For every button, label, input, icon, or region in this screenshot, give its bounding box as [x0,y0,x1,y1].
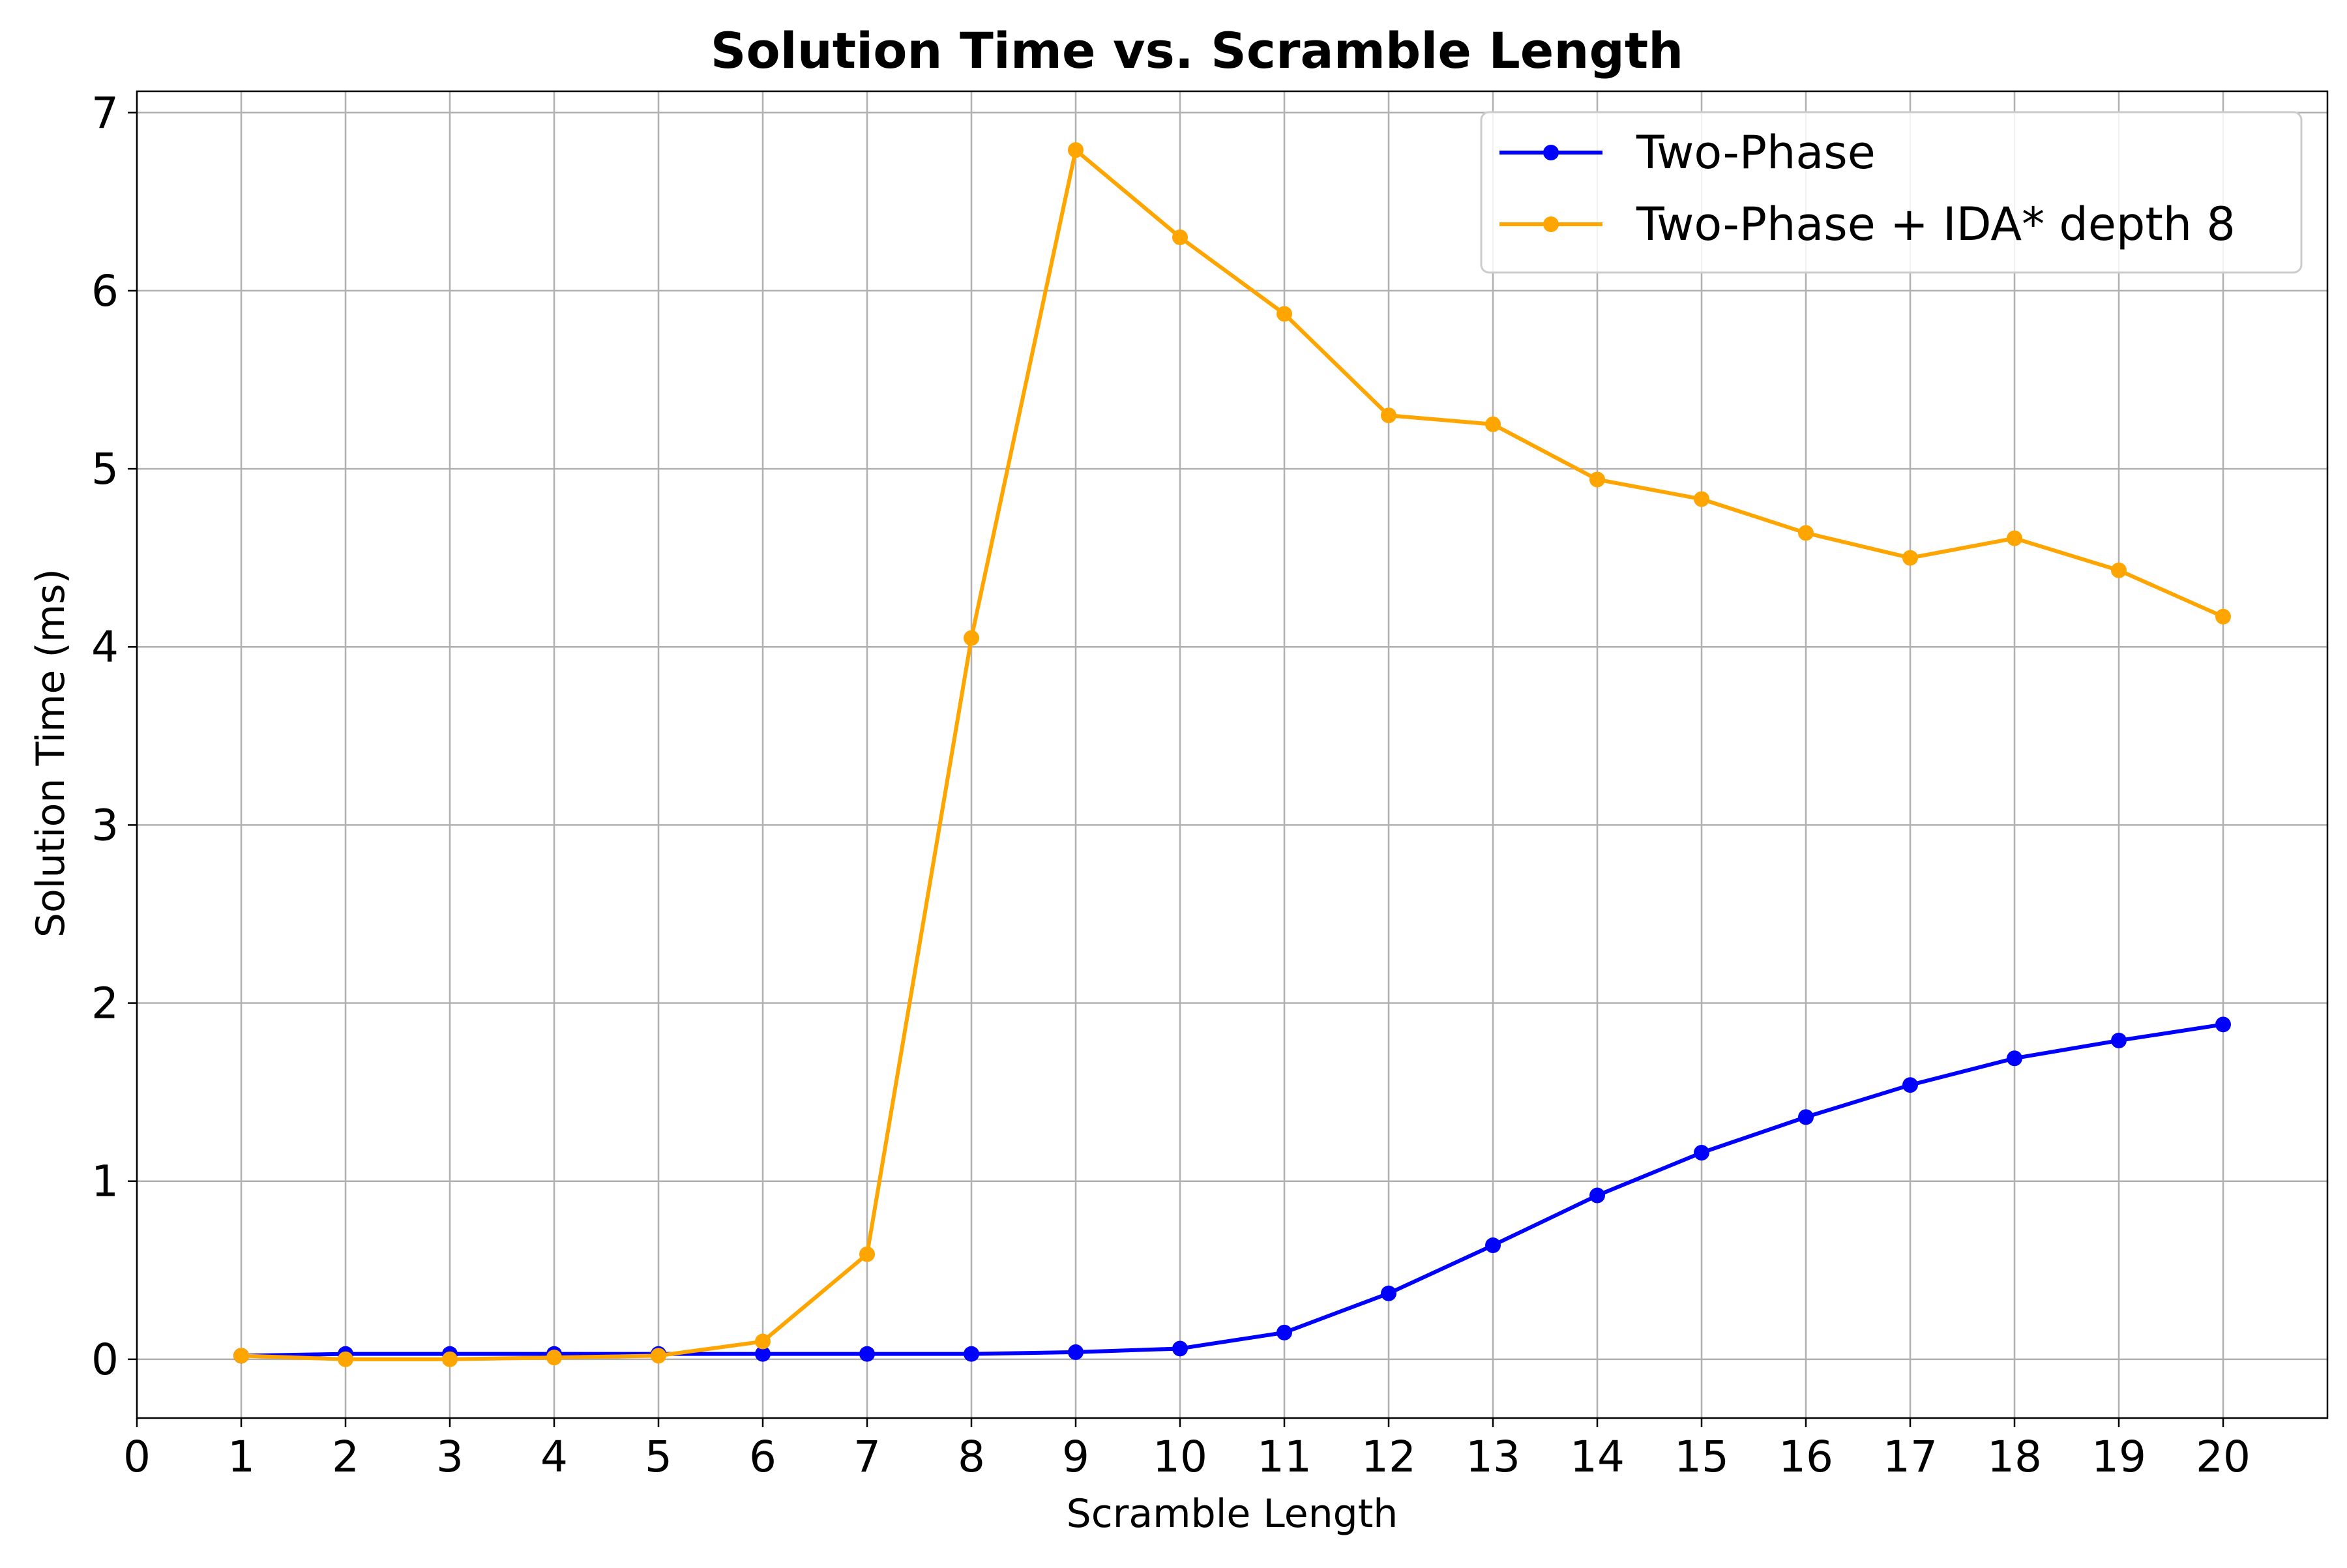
x-tick-label: 4 [540,1432,568,1482]
x-axis-label: Scramble Length [1067,1491,1398,1537]
plot-frame [136,90,2329,1419]
y-tick-label: 3 [91,800,119,850]
x-tick-label: 12 [1361,1432,1416,1482]
chart-title: Solution Time vs. Scramble Length [711,22,1684,80]
data-point [1172,229,1188,245]
y-axis-label: Solution Time (ms) [28,569,74,938]
x-tick-label: 0 [123,1432,151,1482]
data-point [964,630,979,646]
data-point [1485,1237,1501,1254]
legend-marker-ida [1543,216,1559,232]
data-point [2111,1032,2127,1048]
data-point [546,1350,562,1366]
legend-marker-two-phase [1543,145,1559,160]
data-point [859,1346,875,1362]
data-point [442,1351,458,1367]
series-layer [233,142,2231,1367]
x-tick-label: 13 [1466,1432,1520,1482]
data-point [2007,530,2022,546]
series-line [241,148,2224,1361]
data-point [1798,1109,1814,1125]
data-point [338,1351,353,1367]
x-tick-label: 5 [645,1432,672,1482]
y-tick-label: 5 [91,444,119,494]
data-point [2215,608,2231,625]
grid [136,91,2327,1418]
data-point [1902,550,1918,566]
x-tick-label: 14 [1570,1432,1625,1482]
x-tick-label: 9 [1062,1432,1089,1482]
legend: Two-Phase Two-Phase + IDA* depth 8 [1480,111,2303,274]
x-tick-label: 18 [1987,1432,2042,1482]
x-tick-label: 7 [853,1432,881,1482]
legend-frame [1480,111,2303,274]
x-tick-label: 1 [228,1432,255,1482]
legend-label-ida: Two-Phase + IDA* depth 8 [1636,198,2236,251]
data-point [1381,1285,1396,1301]
x-tick-label: 10 [1153,1432,1207,1482]
data-point [755,1333,771,1350]
x-tick-label: 3 [436,1432,464,1482]
data-point [1277,1324,1292,1340]
data-point [1589,471,1605,488]
y-tick-label: 0 [91,1335,119,1385]
data-point [651,1348,666,1364]
y-tick-label: 1 [91,1157,119,1207]
data-point [1589,1187,1605,1204]
data-point [1902,1077,1918,1093]
x-tick-label: 15 [1674,1432,1729,1482]
data-point [964,1346,979,1362]
data-point [1485,416,1501,432]
y-tick-label: 6 [91,266,119,316]
y-tick-label: 2 [91,979,119,1029]
data-point [1277,306,1292,322]
legend-label-two-phase: Two-Phase [1636,126,1876,179]
series-line [241,1022,2224,1358]
x-tick-label: 8 [958,1432,985,1482]
x-tick-label: 19 [2091,1432,2146,1482]
x-tick-label: 2 [332,1432,359,1482]
data-point [859,1246,875,1262]
data-point [1694,491,1709,507]
data-point [233,1348,249,1364]
data-point [1694,1145,1709,1161]
data-point [1798,525,1814,541]
data-point [2111,562,2127,578]
x-tick-label: 11 [1257,1432,1312,1482]
data-point [1381,407,1396,424]
series-ida-depth-8 [233,142,2231,1367]
x-tick-label: 17 [1883,1432,1938,1482]
y-tick-label: 7 [91,88,119,138]
y-tick-label: 4 [91,622,119,672]
data-point [2007,1050,2022,1067]
data-point [755,1346,771,1362]
x-tick-label: 20 [2196,1432,2251,1482]
data-point [1172,1340,1188,1357]
x-tick-label: 16 [1779,1432,1833,1482]
data-point [1068,1344,1084,1360]
data-point [1068,142,1084,158]
data-point [2215,1016,2231,1033]
x-tick-label: 6 [749,1432,776,1482]
